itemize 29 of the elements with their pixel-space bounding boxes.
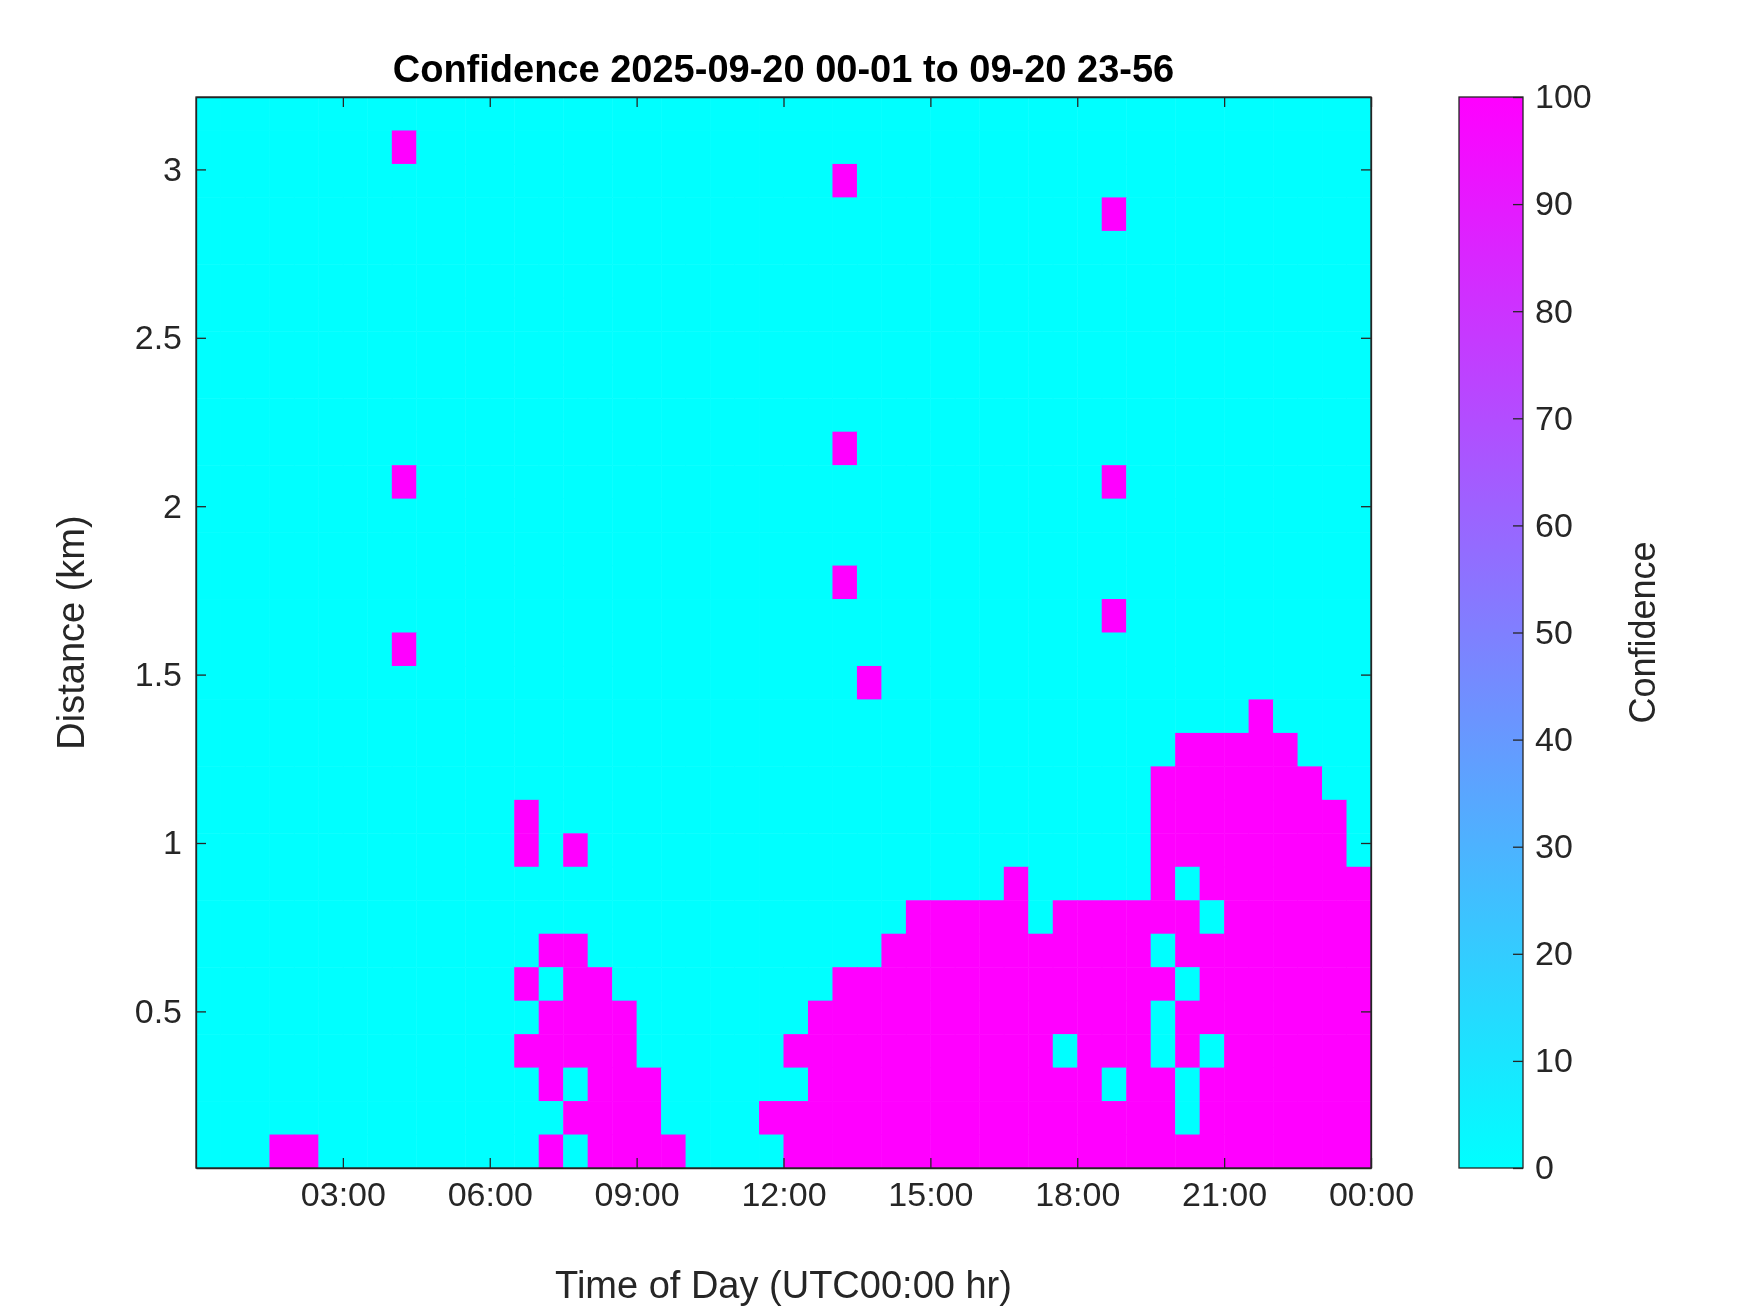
x-tick-label: 12:00: [741, 1175, 827, 1214]
x-tick-label: 03:00: [300, 1175, 386, 1214]
y-tick-label: 1: [163, 823, 182, 862]
y-tick-label: 3: [163, 149, 182, 188]
color-bar-label: 40: [1535, 719, 1573, 758]
y-axis-title: Distance (km): [50, 515, 92, 750]
color-bar-label: 90: [1535, 184, 1573, 223]
chart-title: Confidence 2025-09-20 00-01 to 09-20 23-56: [392, 48, 1175, 90]
x-tick-label: 15:00: [888, 1175, 974, 1214]
color-bar-label: 70: [1535, 398, 1573, 437]
x-axis-title: Time of Day (UTC00:00 hr): [555, 1264, 1012, 1306]
y-tick-label: 2.5: [134, 318, 182, 357]
color-bar-title: Confidence: [1622, 541, 1663, 724]
x-tick-label: 06:00: [447, 1175, 533, 1214]
color-bar-label: 30: [1535, 827, 1573, 866]
color-bar-label: 50: [1535, 612, 1573, 651]
x-tick-label: 09:00: [594, 1175, 680, 1214]
x-tick-label: 18:00: [1035, 1175, 1121, 1214]
color-bar-label: 80: [1535, 291, 1573, 330]
color-bar-label: 60: [1535, 505, 1573, 544]
x-tick-label: 00:00: [1328, 1175, 1415, 1214]
color-bar-label: 100: [1535, 77, 1592, 116]
color-bar-label: 0: [1535, 1148, 1554, 1187]
color-bar-label: 20: [1535, 934, 1573, 973]
y-tick-label: 2: [163, 486, 182, 525]
y-tick-label: 0.5: [134, 991, 182, 1030]
x-tick-label: 21:00: [1182, 1175, 1268, 1214]
y-tick-label: 1.5: [134, 654, 182, 693]
color-bar-label: 10: [1535, 1041, 1573, 1080]
